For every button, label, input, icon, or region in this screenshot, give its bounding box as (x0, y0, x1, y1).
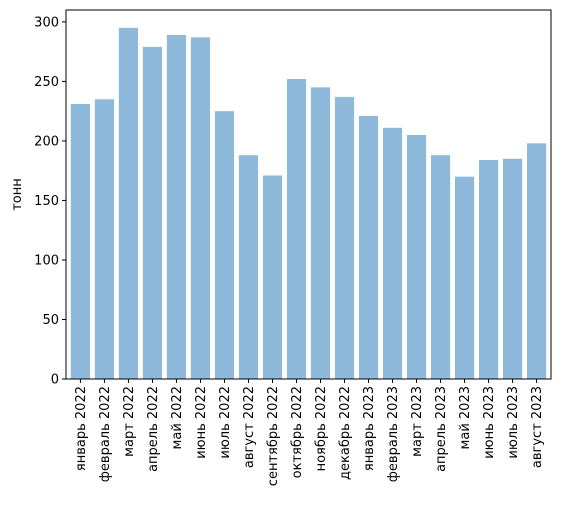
x-tick-label: апрель 2023 (434, 386, 449, 472)
bar (118, 27, 139, 380)
bar (382, 127, 403, 379)
x-tick-label: февраль 2023 (386, 386, 401, 482)
bar (526, 143, 547, 379)
bar (454, 176, 475, 379)
x-tick-label: май 2023 (458, 386, 473, 449)
y-tick-label: 50 (42, 313, 59, 328)
bar (310, 87, 331, 379)
y-tick-label: 300 (34, 15, 59, 30)
x-tick-label: июнь 2022 (194, 386, 209, 459)
bar (238, 155, 259, 379)
x-tick-label: сентябрь 2022 (266, 386, 281, 486)
y-axis-label: тонн (10, 178, 25, 211)
x-tick-label: март 2023 (410, 386, 425, 457)
x-tick-label: май 2022 (170, 386, 185, 449)
bar (286, 79, 307, 380)
bar (214, 111, 235, 379)
y-tick-label: 150 (34, 194, 59, 209)
x-tick-label: ноябрь 2022 (314, 386, 329, 471)
x-tick-label: декабрь 2022 (338, 386, 353, 480)
bar (190, 37, 211, 380)
bar (358, 115, 379, 379)
bar (430, 155, 451, 379)
x-tick-label: октябрь 2022 (290, 386, 305, 478)
y-tick-label: 200 (34, 134, 59, 149)
x-tick-label: июль 2022 (218, 386, 233, 459)
bar (478, 159, 499, 379)
x-tick-label: январь 2023 (362, 386, 377, 471)
bar (262, 175, 283, 379)
x-tick-label: март 2022 (122, 386, 137, 457)
y-tick-label: 250 (34, 75, 59, 90)
plot-frame (65, 9, 552, 380)
bar (166, 34, 187, 380)
bar (334, 96, 355, 379)
bar (406, 134, 427, 379)
x-tick-label: январь 2022 (74, 386, 89, 471)
y-tick-label: 0 (51, 373, 59, 388)
x-tick-label: июль 2023 (506, 386, 521, 459)
x-tick-label: июнь 2023 (482, 386, 497, 459)
x-tick-label: февраль 2022 (98, 386, 113, 482)
x-tick-label: август 2022 (242, 386, 257, 468)
bar (70, 104, 91, 379)
x-tick-label: апрель 2022 (146, 386, 161, 472)
x-tick-label: август 2023 (530, 386, 545, 468)
bar (142, 46, 163, 380)
x-axis: январь 2022 февраль 2022 март 2022 апрель 2… (74, 379, 545, 486)
y-tick-label: 100 (34, 253, 59, 268)
bar (502, 158, 523, 379)
bar (94, 99, 115, 379)
y-axis: 0 50 100 150 200 250 300 (34, 15, 66, 388)
bars-group (70, 27, 547, 380)
